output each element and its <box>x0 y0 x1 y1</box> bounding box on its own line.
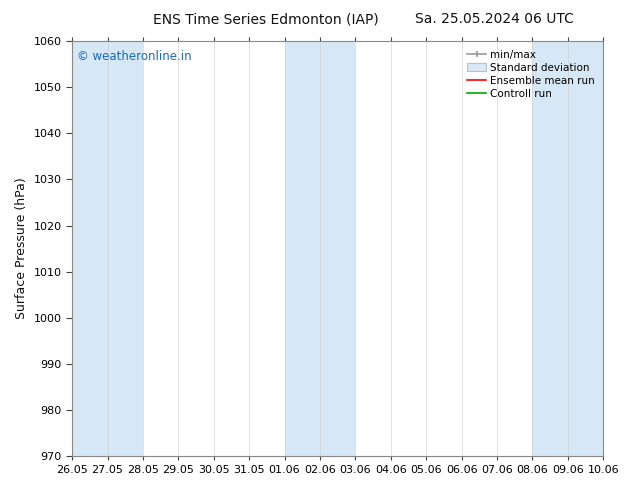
Y-axis label: Surface Pressure (hPa): Surface Pressure (hPa) <box>15 178 28 319</box>
Bar <box>533 41 603 456</box>
Bar <box>285 41 355 456</box>
Text: © weatheronline.in: © weatheronline.in <box>77 49 192 63</box>
Legend: min/max, Standard deviation, Ensemble mean run, Controll run: min/max, Standard deviation, Ensemble me… <box>464 47 598 102</box>
Bar <box>72 41 143 456</box>
Text: ENS Time Series Edmonton (IAP): ENS Time Series Edmonton (IAP) <box>153 12 379 26</box>
Text: Sa. 25.05.2024 06 UTC: Sa. 25.05.2024 06 UTC <box>415 12 574 26</box>
